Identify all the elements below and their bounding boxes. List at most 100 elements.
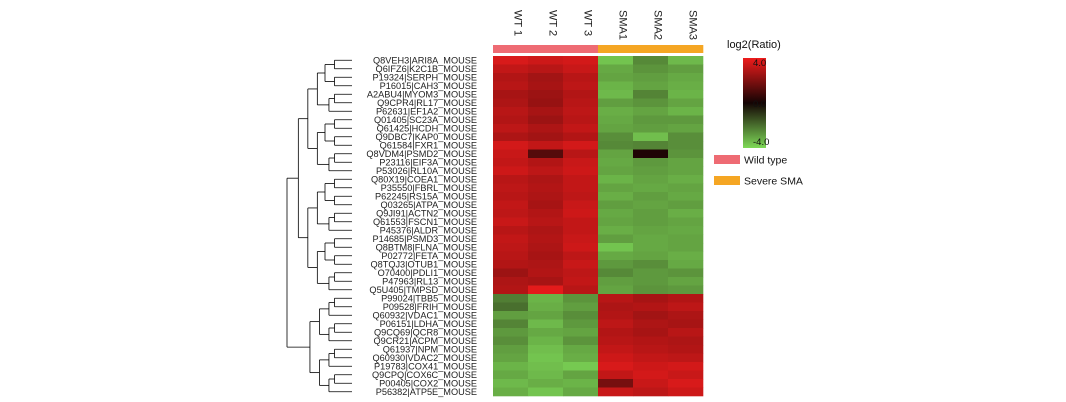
group-annotation-bar [493, 45, 704, 53]
heatmap-cell [633, 81, 669, 91]
heatmap-cell [668, 345, 704, 354]
heatmap-cell [493, 175, 529, 184]
heatmap-cell [528, 64, 564, 74]
heatmap-cell [668, 132, 704, 142]
heatmap-cell [598, 345, 634, 354]
heatmap-cell [493, 268, 529, 278]
heatmap-cell [668, 362, 704, 371]
heatmap-cell [493, 124, 529, 133]
row-label: P09528|FRIH_MOUSE [383, 302, 477, 312]
heatmap-cell [633, 90, 669, 99]
heatmap-cell [668, 98, 704, 108]
heatmap-cell [563, 132, 599, 142]
heatmap-cell [668, 56, 704, 65]
heatmap-cell [598, 107, 634, 116]
group-bar-segment [493, 45, 529, 53]
heatmap-cell [668, 285, 704, 295]
row-label: Q6IFZ6|K2C1B_MOUSE [376, 64, 477, 74]
heatmap-cell [493, 353, 529, 363]
heatmap-cell [563, 285, 599, 295]
group-bar-segment [563, 45, 599, 53]
heatmap-cell [528, 175, 564, 184]
heatmap-cell [528, 56, 564, 65]
heatmap-cell [598, 149, 634, 159]
colorbar-swatch [743, 58, 766, 148]
row-label: Q60930|VDAC2_MOUSE [372, 353, 477, 363]
group-legend-label: Severe SMA [744, 176, 803, 188]
heatmap-cell [563, 158, 599, 167]
heatmap-cell [493, 73, 529, 82]
heatmap-cell [633, 192, 669, 201]
colorbar-title: log2(Ratio) [727, 39, 781, 51]
heatmap-cell [493, 379, 529, 388]
heatmap-cell [598, 175, 634, 184]
heatmap-cell [563, 107, 599, 116]
row-label: Q61584|FXR1_MOUSE [380, 141, 477, 151]
heatmap-cell [528, 302, 564, 312]
heatmap-cell [528, 379, 564, 388]
heatmap-cell [633, 243, 669, 252]
heatmap-cell [493, 141, 529, 150]
heatmap-cell [563, 64, 599, 74]
heatmap-cell [528, 141, 564, 150]
heatmap-cell [493, 149, 529, 159]
row-label: P19783|COX41_MOUSE [374, 362, 477, 372]
heatmap-cell [563, 319, 599, 329]
heatmap-cell [598, 115, 634, 125]
heatmap-cell [598, 362, 634, 371]
heatmap-cell [668, 294, 704, 303]
heatmap-cell [633, 149, 669, 159]
heatmap-cell [528, 311, 564, 320]
heatmap-cell [633, 302, 669, 312]
row-label: Q9CPQ|COX6C_MOUSE [372, 370, 477, 380]
heatmap-cell [528, 362, 564, 371]
heatmap-cell [493, 277, 529, 286]
heatmap-cell [668, 277, 704, 286]
heatmap-cell [633, 124, 669, 133]
heatmap-cell [598, 81, 634, 91]
row-label: A2ABU4|MYOM3_MOUSE [367, 90, 477, 100]
heatmap-cell [493, 387, 529, 397]
heatmap-cell [563, 362, 599, 371]
row-label: Q61425|HCDH_MOUSE [377, 124, 477, 134]
heatmap-cell [563, 311, 599, 320]
heatmap-cell [563, 226, 599, 235]
heatmap-cell [668, 158, 704, 167]
row-label: Q8VDM4|PSMD2_MOUSE [366, 149, 477, 159]
heatmap-cell [633, 353, 669, 363]
heatmap-cell [528, 149, 564, 159]
heatmap-cell [528, 234, 564, 244]
heatmap-cell [598, 319, 634, 329]
heatmap-cell [563, 56, 599, 65]
row-label: Q9CPR4|RL17_MOUSE [377, 98, 477, 108]
heatmap-cell [493, 132, 529, 142]
heatmap-cell [633, 166, 669, 176]
heatmap-cell [528, 387, 564, 397]
heatmap-cell [563, 353, 599, 363]
heatmap-cell [528, 268, 564, 278]
heatmap-cell [668, 260, 704, 269]
row-dendrogram [286, 59, 352, 393]
heatmap-cell [493, 311, 529, 320]
heatmap-cell [563, 277, 599, 286]
heatmap-cell [493, 260, 529, 269]
heatmap-cell [668, 268, 704, 278]
heatmap-cell [563, 328, 599, 337]
heatmap-cell [598, 183, 634, 193]
heatmap-cell [668, 73, 704, 82]
row-label: O70400|PDLI1_MOUSE [378, 268, 477, 278]
heatmap-cell [563, 345, 599, 354]
heatmap-cell [493, 217, 529, 227]
row-label: Q60932|VDAC1_MOUSE [372, 311, 477, 321]
row-label: P62245|RS15A_MOUSE [375, 192, 477, 202]
group-legend-swatch [714, 155, 740, 164]
heatmap-cell [668, 353, 704, 363]
heatmap-cell [598, 251, 634, 261]
heatmap-cell [528, 73, 564, 82]
row-label: Q03265|ATPA_MOUSE [380, 200, 477, 210]
heatmap-cell [528, 107, 564, 116]
heatmap-cell [528, 345, 564, 354]
heatmap-cell [633, 268, 669, 278]
heatmap-cell [493, 285, 529, 295]
heatmap-cell [563, 200, 599, 210]
